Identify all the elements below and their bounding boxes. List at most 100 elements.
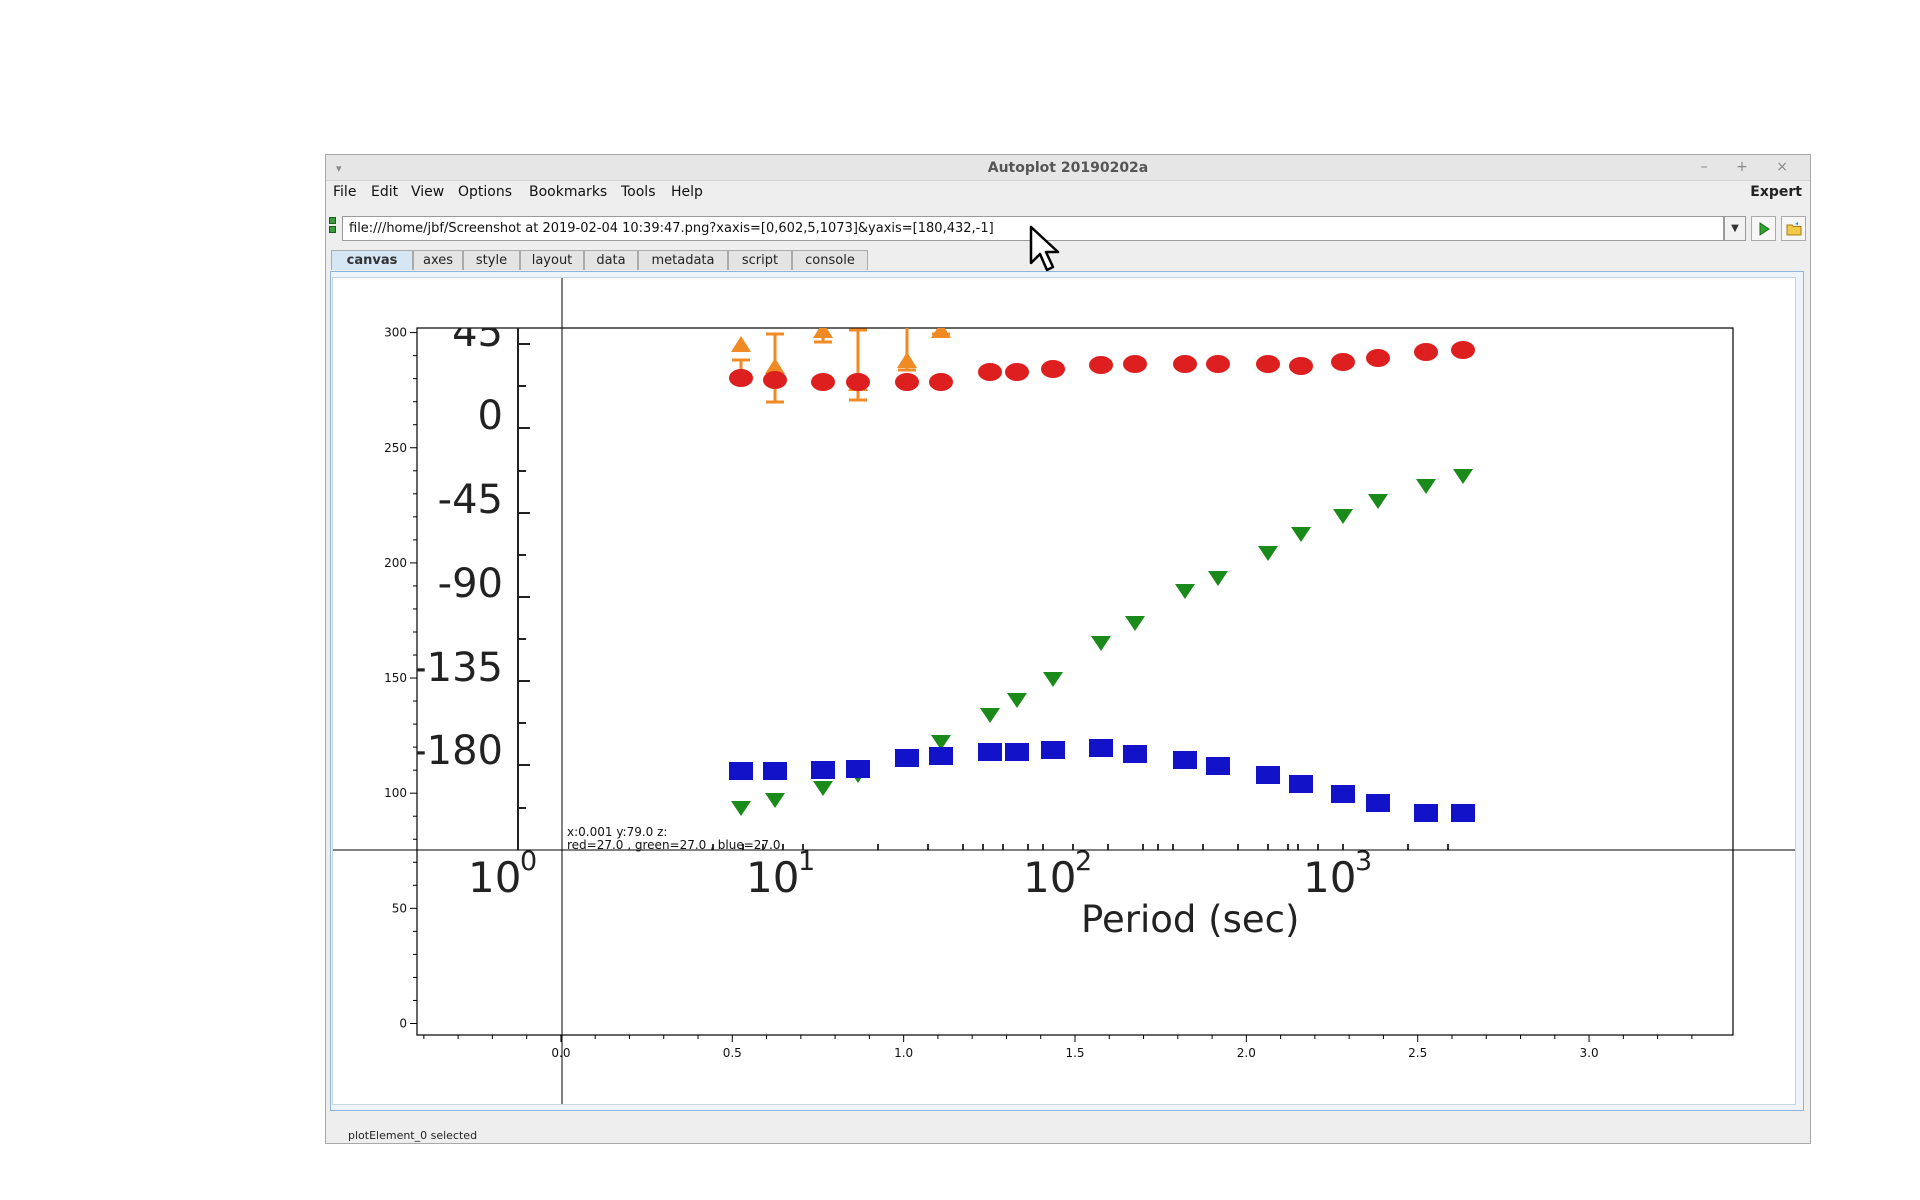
- menu-options[interactable]: Options: [458, 184, 513, 200]
- minimize-icon[interactable]: –: [1700, 159, 1720, 175]
- green-triangle-point: [765, 793, 785, 808]
- menu-tools[interactable]: Tools: [621, 184, 656, 200]
- image-x-label-exponent: 2: [1075, 846, 1092, 877]
- green-triangle-point: [1453, 469, 1473, 484]
- menu-file[interactable]: File: [333, 184, 357, 200]
- green-triangle-point: [1208, 571, 1228, 586]
- green-triangle-point: [1333, 509, 1353, 524]
- play-icon: [1759, 222, 1770, 236]
- green-triangle-point: [931, 735, 951, 750]
- orange-triangle-point: [813, 328, 833, 338]
- tab-data[interactable]: data: [584, 250, 638, 270]
- blue-square-point: [1206, 757, 1230, 775]
- red-circle-point: [1256, 355, 1280, 373]
- blue-square-point: [1331, 785, 1355, 803]
- status-bar: plotElement_0 selected: [348, 1129, 478, 1142]
- red-circle-point: [763, 371, 787, 389]
- crosshair-readout-color: red=27.0 , green=27.0 , blue=27.0: [567, 838, 780, 852]
- mouse-cursor-icon: [1029, 225, 1060, 272]
- image-y-label: -45: [438, 477, 503, 523]
- red-circle-point: [1041, 360, 1065, 378]
- maximize-icon[interactable]: +: [1736, 159, 1760, 175]
- folder-icon: [1786, 222, 1802, 236]
- blue-square-point: [1451, 804, 1475, 822]
- tab-metadata[interactable]: metadata: [638, 250, 728, 270]
- menu-view[interactable]: View: [411, 184, 445, 200]
- red-circle-point: [1123, 355, 1147, 373]
- blue-square-point: [1089, 739, 1113, 757]
- image-x-label-base: 10: [1023, 853, 1076, 902]
- window-title: Autoplot 20190202a: [987, 160, 1149, 176]
- x-axis-tick-label: 2.5: [1408, 1046, 1427, 1060]
- green-triangle-point: [731, 801, 751, 816]
- image-x-title: Period (sec): [1081, 898, 1299, 941]
- orange-triangle-point: [765, 358, 785, 374]
- blue-square-point: [1289, 775, 1313, 793]
- tab-script[interactable]: script: [728, 250, 792, 270]
- tab-console[interactable]: console: [792, 250, 868, 270]
- green-triangle-point: [1007, 693, 1027, 708]
- image-y-label: -180: [412, 728, 503, 774]
- green-triangle-point: [1291, 527, 1311, 542]
- plot-canvas[interactable]: 45 0 -45 -90 -135 -180 10 0 10 1 10 2 10 3 Period (sec…: [332, 277, 1796, 1105]
- title-bar[interactable]: ▾ Autoplot 20190202a – + ×: [326, 155, 1810, 181]
- go-button[interactable]: [1751, 216, 1776, 241]
- menu-bar: File Edit View Options Bookmarks Tools H…: [326, 180, 1810, 204]
- red-circle-point: [895, 373, 919, 391]
- y-axis-tick-label: 100: [384, 786, 407, 800]
- red-circle-point: [1289, 357, 1313, 375]
- red-circle-point: [1173, 355, 1197, 373]
- blue-square-point: [1005, 743, 1029, 761]
- close-icon[interactable]: ×: [1776, 159, 1800, 175]
- drag-handle-icon[interactable]: [329, 217, 337, 235]
- blue-square-point: [763, 762, 787, 780]
- blue-square-point: [1256, 766, 1280, 784]
- y-axis-tick-label: 0: [399, 1016, 407, 1030]
- tab-layout[interactable]: layout: [520, 250, 584, 270]
- x-axis-tick-label: 2.0: [1237, 1046, 1256, 1060]
- window-menu-icon[interactable]: ▾: [336, 162, 342, 175]
- blue-square-point: [846, 760, 870, 778]
- orange-triangle-point: [731, 336, 751, 352]
- image-x-label-exponent: 0: [520, 846, 537, 877]
- red-circle-point: [1414, 343, 1438, 361]
- green-triangle-point: [980, 708, 1000, 723]
- x-axis-tick-label: 3.0: [1580, 1046, 1599, 1060]
- y-axis-tick-label: 300: [384, 326, 407, 340]
- uri-dropdown-button[interactable]: ▼: [1724, 216, 1746, 241]
- open-file-button[interactable]: [1781, 216, 1806, 241]
- menu-edit[interactable]: Edit: [371, 184, 399, 200]
- tab-style[interactable]: style: [463, 250, 520, 270]
- green-triangle-point: [1125, 616, 1145, 631]
- x-axis-tick-label: 1.5: [1065, 1046, 1084, 1060]
- x-axis-tick-label: 0.5: [723, 1046, 742, 1060]
- green-triangle-point: [1043, 672, 1063, 687]
- blue-square-point: [1041, 741, 1065, 759]
- blue-square-point: [929, 747, 953, 765]
- y-axis-tick-label: 250: [384, 441, 407, 455]
- red-circle-point: [1451, 341, 1475, 359]
- blue-square-point: [978, 743, 1002, 761]
- green-triangle-point: [1258, 546, 1278, 561]
- blue-square-point: [895, 749, 919, 767]
- red-circle-point: [1331, 353, 1355, 371]
- image-x-label-exponent: 3: [1355, 846, 1372, 877]
- menu-help[interactable]: Help: [671, 184, 703, 200]
- address-bar: ▼: [326, 213, 1810, 245]
- tab-axes[interactable]: axes: [413, 250, 463, 270]
- tab-canvas[interactable]: canvas: [331, 250, 413, 270]
- green-triangle-point: [813, 781, 833, 796]
- plot-frame: [416, 327, 1734, 1036]
- expert-mode-label[interactable]: Expert: [1750, 184, 1802, 200]
- red-circle-point: [1005, 363, 1029, 381]
- image-x-label-base: 10: [468, 853, 521, 902]
- blue-square-point: [1414, 804, 1438, 822]
- menu-bookmarks[interactable]: Bookmarks: [529, 184, 608, 200]
- red-circle-point: [1366, 349, 1390, 367]
- image-x-label-base: 10: [1303, 853, 1356, 902]
- blue-square-point: [1173, 751, 1197, 769]
- y-axis-tick-label: 150: [384, 671, 407, 685]
